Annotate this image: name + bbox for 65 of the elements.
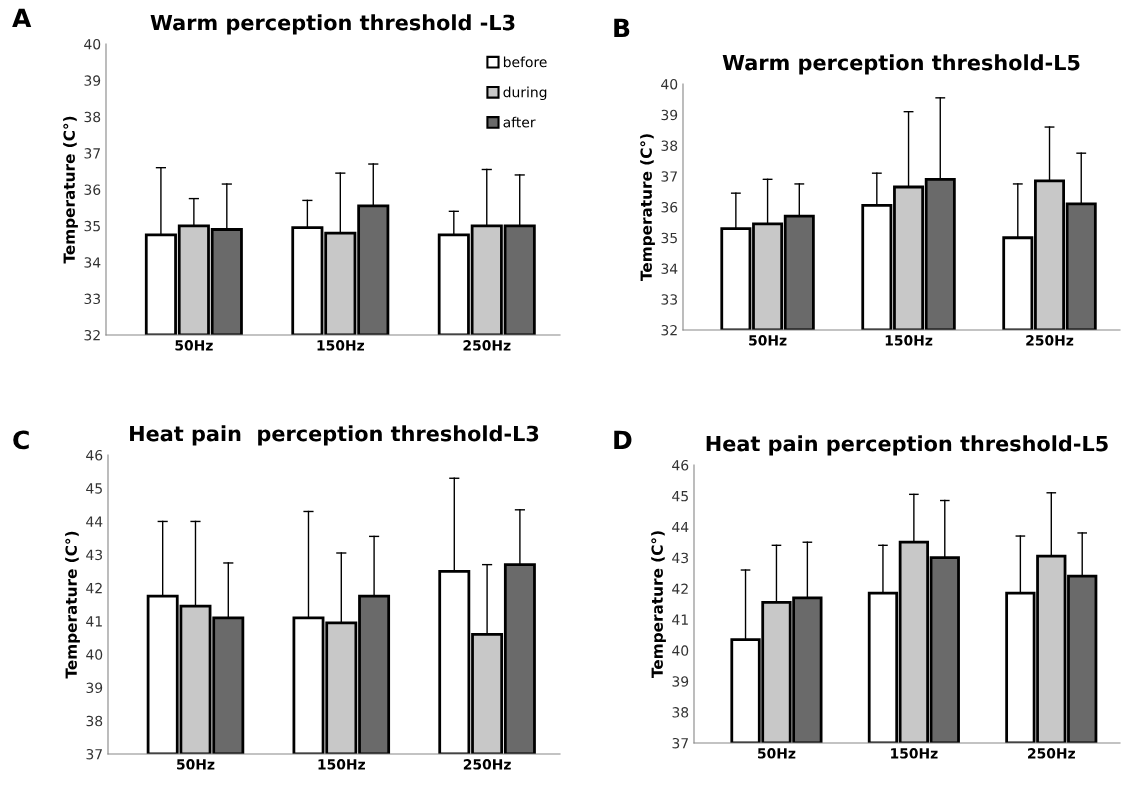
y-tick-label: 40 bbox=[84, 38, 101, 50]
x-tick-label: 250Hz bbox=[1026, 335, 1074, 346]
x-tick-label: 250Hz bbox=[1028, 748, 1075, 759]
x-tick-label: 150Hz bbox=[318, 759, 365, 770]
y-tick-label: 43 bbox=[86, 549, 103, 561]
y-tick-label: 40 bbox=[86, 649, 103, 660]
y-tick-label: 41 bbox=[672, 614, 688, 625]
y-tick-label: 38 bbox=[661, 140, 678, 151]
y-tick-label: 35 bbox=[661, 232, 677, 244]
x-tick-label: 50Hz bbox=[758, 748, 796, 759]
chart-title: Warm perception threshold -L3 bbox=[150, 14, 515, 35]
text: B bbox=[614, 18, 630, 37]
y-tick-label: 33 bbox=[84, 293, 101, 305]
chart-title: Heat pain perception threshold-L3 bbox=[130, 425, 539, 446]
legend-label: after bbox=[503, 116, 536, 128]
y-tick-label: 42 bbox=[86, 582, 102, 594]
legend-label: during bbox=[503, 86, 547, 101]
y-tick-label: 42 bbox=[672, 583, 688, 594]
y-tick-label: 45 bbox=[672, 491, 688, 502]
x-tick-label: 50Hz bbox=[175, 340, 213, 351]
y-tick-label: 44 bbox=[672, 521, 689, 533]
x-tick-label: 250Hz bbox=[463, 759, 511, 770]
x-tick-label: 250Hz bbox=[463, 340, 511, 351]
chart-title: Heat pain perception threshold-L5 bbox=[706, 435, 1108, 456]
chart-title: Warm perception threshold-L5 bbox=[722, 54, 1080, 75]
y-tick-label: 34 bbox=[661, 263, 678, 274]
text: C bbox=[13, 430, 29, 450]
y-tick-label: 33 bbox=[661, 294, 678, 305]
y-tick-label: 38 bbox=[84, 111, 101, 123]
y-tick-label: 40 bbox=[661, 78, 678, 90]
y-tick-label: 36 bbox=[661, 201, 678, 213]
legend-label: before bbox=[503, 56, 547, 68]
y-tick-label: 39 bbox=[661, 109, 678, 121]
y-tick-label: 32 bbox=[84, 329, 100, 341]
y-tick-label: 39 bbox=[672, 676, 689, 687]
x-tick-label: 150Hz bbox=[891, 748, 938, 759]
y-tick-label: 32 bbox=[661, 324, 677, 336]
y-tick-label: 34 bbox=[84, 257, 101, 268]
y-tick-label: 40 bbox=[672, 645, 689, 656]
y-tick-label: 39 bbox=[86, 682, 103, 694]
y-tick-label: 46 bbox=[86, 449, 103, 461]
y-tick-label: 44 bbox=[86, 516, 103, 527]
y-tick-label: 37 bbox=[672, 737, 688, 749]
y-axis-title: Temperature (C°) bbox=[651, 531, 666, 678]
y-tick-label: 35 bbox=[84, 220, 100, 232]
y-axis-title: Temperature (C°) bbox=[640, 134, 655, 281]
y-axis-title: Temperature (C°) bbox=[65, 531, 80, 679]
x-tick-label: 50Hz bbox=[749, 335, 787, 346]
y-tick-label: 46 bbox=[672, 459, 689, 471]
y-axis-title: Temperature (C°) bbox=[63, 116, 78, 264]
y-tick-label: 38 bbox=[86, 715, 103, 727]
y-tick-label: 37 bbox=[84, 148, 100, 159]
y-tick-label: 37 bbox=[661, 171, 677, 182]
x-tick-label: 150Hz bbox=[885, 335, 933, 346]
y-tick-label: 43 bbox=[672, 552, 689, 564]
y-tick-label: 45 bbox=[86, 483, 102, 494]
text: D bbox=[614, 430, 632, 449]
x-tick-label: 50Hz bbox=[177, 759, 215, 770]
y-tick-label: 39 bbox=[84, 75, 101, 86]
y-tick-label: 38 bbox=[672, 707, 689, 718]
y-tick-label: 36 bbox=[84, 184, 101, 195]
y-tick-label: 41 bbox=[86, 616, 102, 627]
x-tick-label: 150Hz bbox=[317, 340, 365, 351]
text: A bbox=[12, 8, 32, 27]
y-tick-label: 37 bbox=[86, 748, 102, 760]
